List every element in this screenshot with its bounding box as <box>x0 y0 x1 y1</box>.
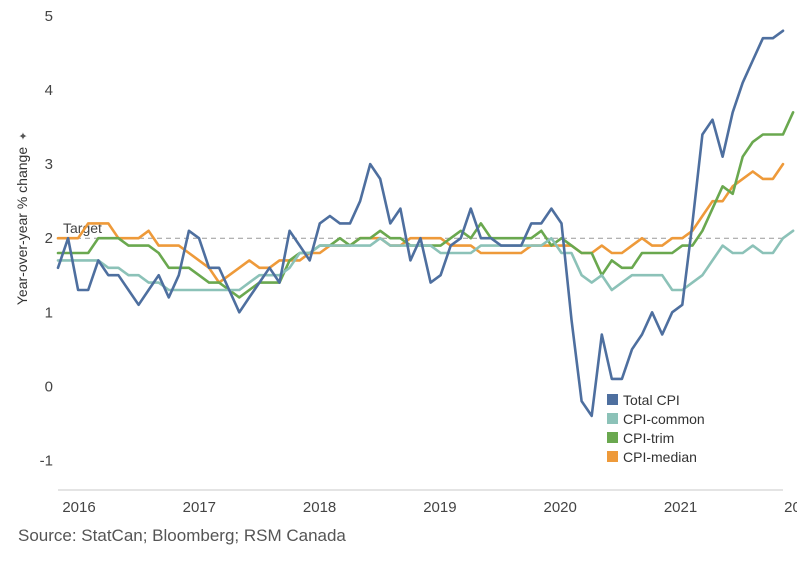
x-tick-label: 2022 <box>784 499 797 516</box>
y-tick-label: 0 <box>45 378 53 395</box>
series-line-total-cpi <box>56 29 785 418</box>
x-tick-label: 2020 <box>544 499 577 516</box>
y-tick-label: 3 <box>45 156 53 173</box>
y-tick-label: 4 <box>45 82 53 99</box>
y-axis-label-star-icon: ✦ <box>18 131 30 140</box>
legend-swatch <box>607 394 618 405</box>
y-tick-labels: -1 0 1 2 3 4 5 <box>40 8 53 469</box>
series-line-cpi-trim <box>56 111 795 299</box>
x-tick-label: 2019 <box>423 499 456 516</box>
series-lines <box>56 29 795 418</box>
legend-label: CPI-median <box>623 449 697 465</box>
x-tick-label: 2017 <box>183 499 216 516</box>
x-tick-label: 2021 <box>664 499 697 516</box>
legend-label: CPI-common <box>623 411 705 427</box>
x-tick-label: 2018 <box>303 499 336 516</box>
legend-swatch <box>607 413 618 424</box>
y-tick-label: -1 <box>40 452 53 469</box>
legend-swatch <box>607 432 618 443</box>
x-tick-labels: 2016 2017 2018 2019 2020 2021 2022 <box>62 499 797 516</box>
legend: Total CPI CPI-common CPI-trim CPI-median <box>607 392 705 465</box>
series-line-cpi-common <box>56 229 795 292</box>
source-note: Source: StatCan; Bloomberg; RSM Canada <box>18 526 346 545</box>
legend-swatch <box>607 451 618 462</box>
legend-label: Total CPI <box>623 392 680 408</box>
y-tick-label: 2 <box>45 230 53 247</box>
y-tick-label: 5 <box>45 8 53 25</box>
x-tick-label: 2016 <box>62 499 95 516</box>
y-axis-label: Year-over-year % change <box>14 147 30 305</box>
legend-label: CPI-trim <box>623 430 674 446</box>
y-tick-label: 1 <box>45 304 53 321</box>
